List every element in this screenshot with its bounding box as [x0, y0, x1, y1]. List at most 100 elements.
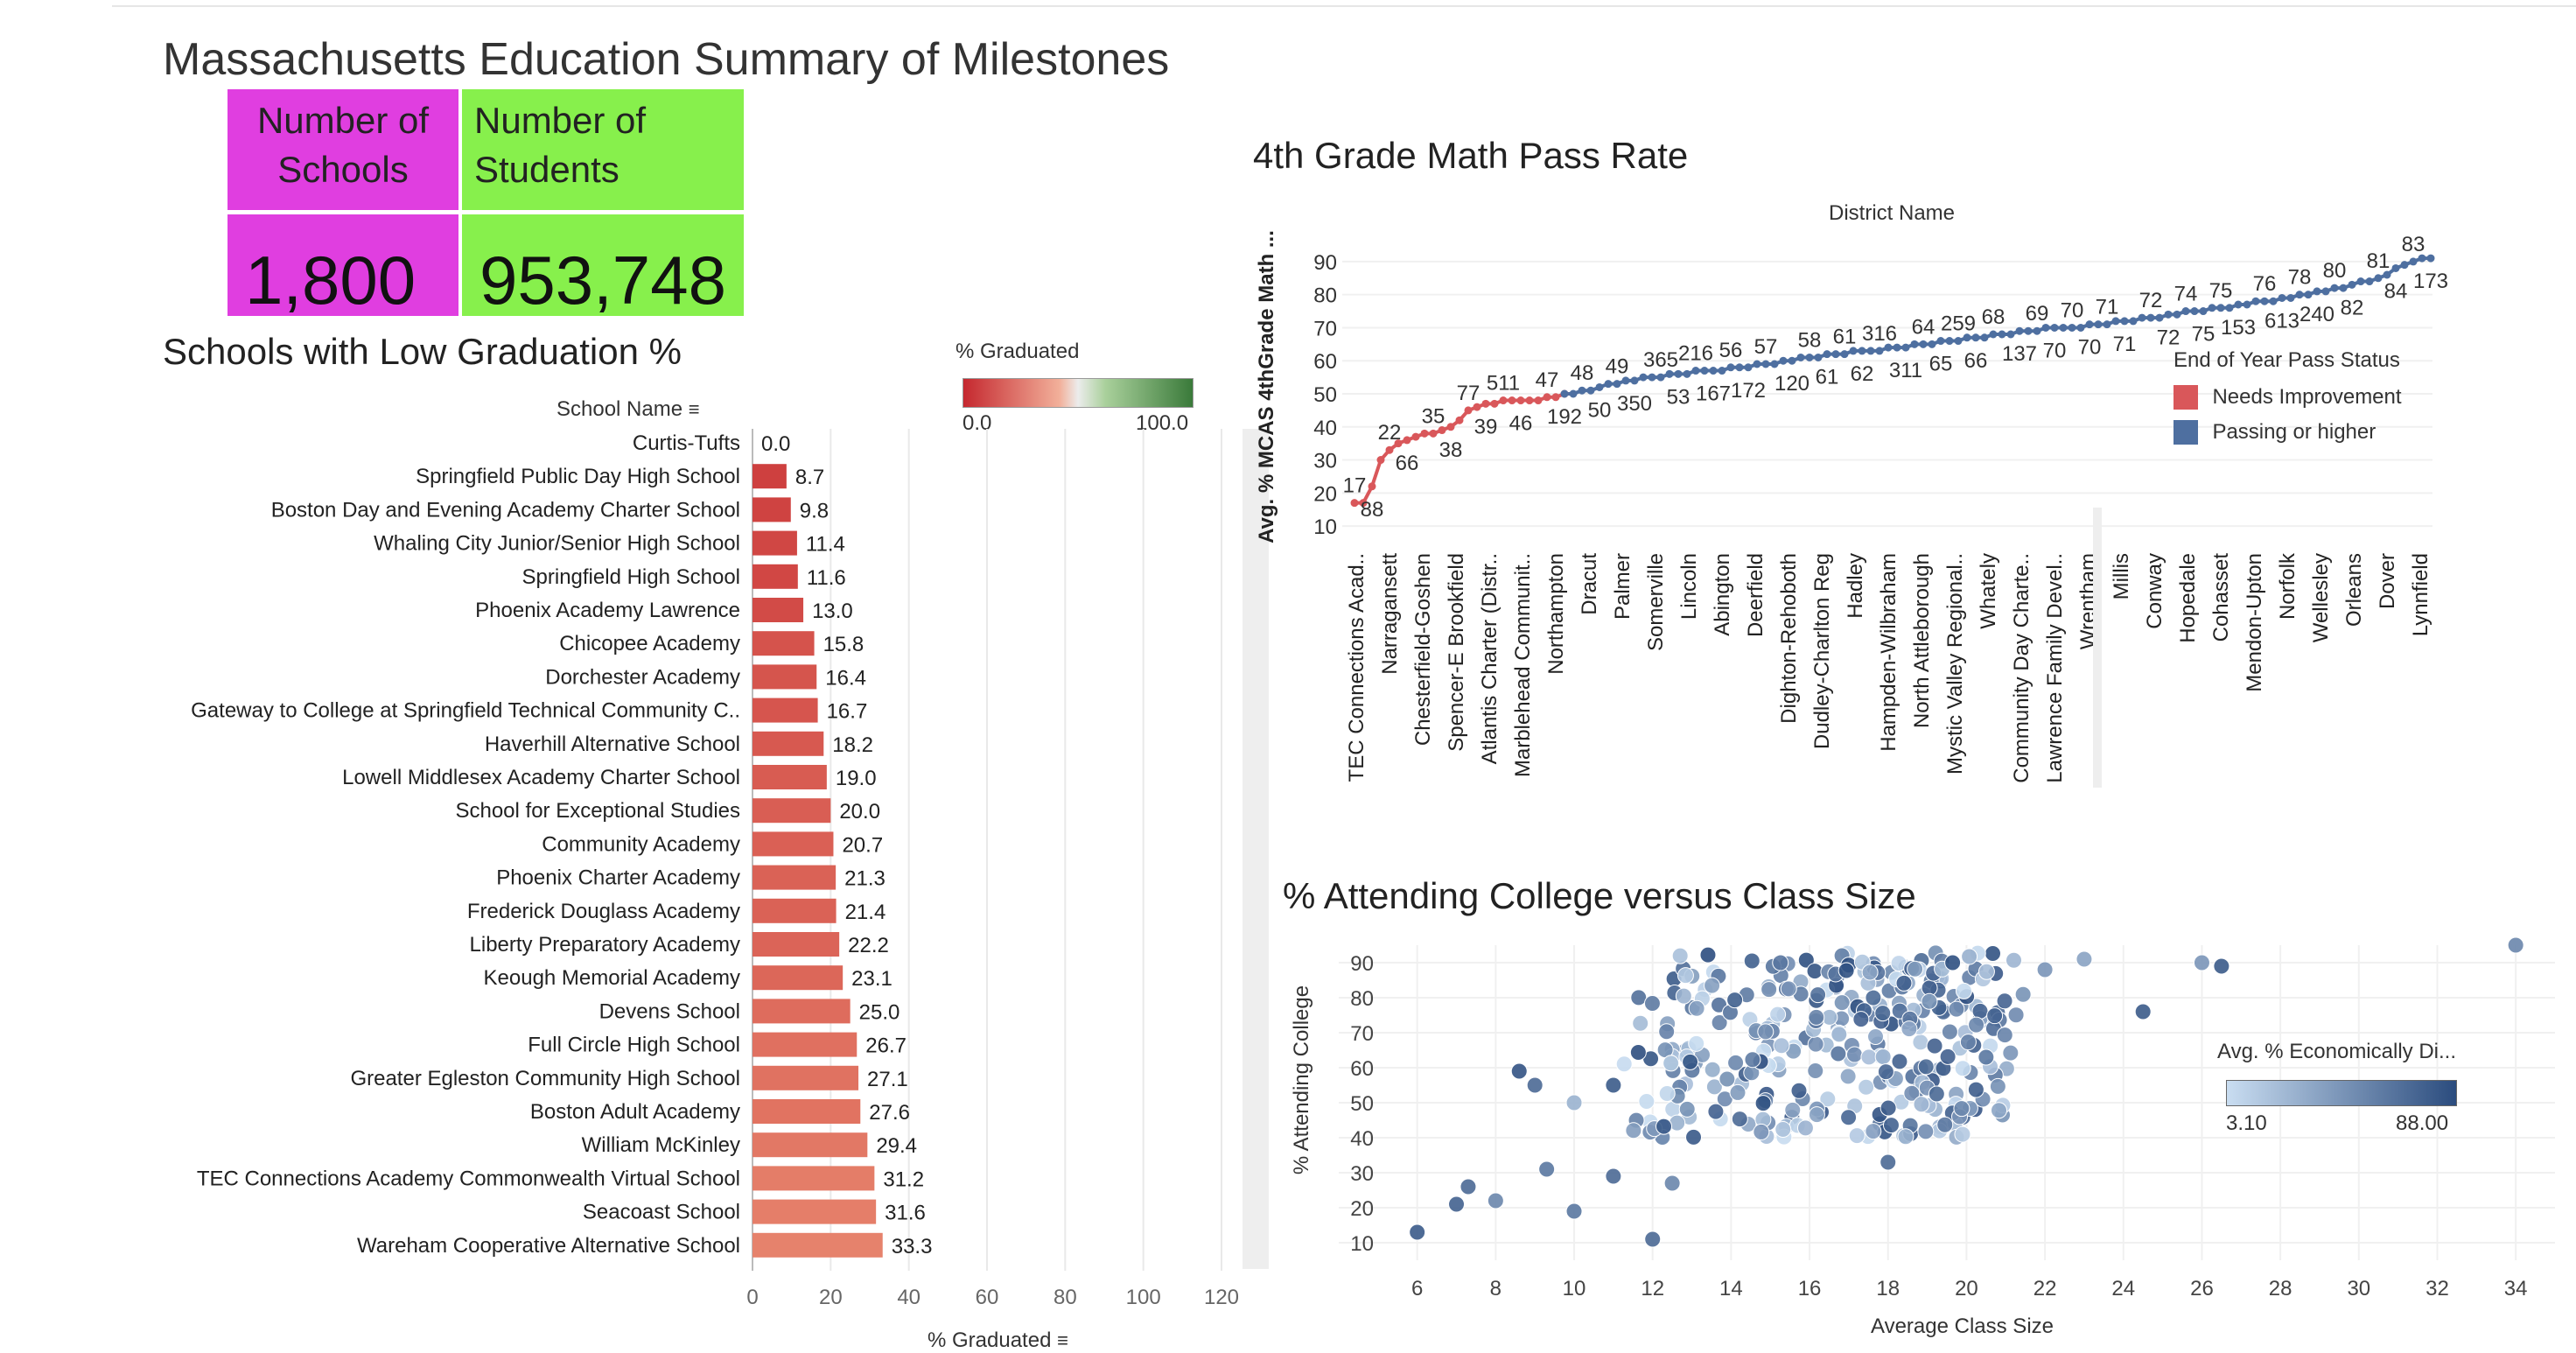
sort-icon[interactable]: ≡	[688, 398, 700, 420]
graduated-legend-max: 100.0	[1136, 411, 1189, 435]
line-x-tick-label: Spencer-E Brookfield	[1445, 553, 1468, 752]
scatter-point	[1926, 1037, 1943, 1055]
line-x-tick-label: Mystic Valley Regional..	[1943, 553, 1967, 775]
line-data-label: 49	[1606, 355, 1629, 379]
scatter-point	[2213, 957, 2230, 975]
bar-category-label: Chicopee Academy	[559, 632, 740, 655]
bar-category-label: Haverhill Alternative School	[485, 733, 740, 756]
line-x-tick-label: Mendon-Upton	[2243, 553, 2266, 692]
bar-value-label: 19.0	[836, 767, 877, 790]
scatter-point	[1707, 1103, 1725, 1120]
scatter-point	[1954, 1125, 1971, 1143]
scatter-point	[1877, 1063, 1894, 1081]
line-data-label: 240	[2300, 303, 2334, 326]
bar-xaxis-label: % Graduated	[928, 1328, 1052, 1352]
scatter-point	[1774, 1121, 1792, 1139]
bar	[752, 698, 818, 723]
bar-x-tick-label: 100	[1126, 1286, 1161, 1309]
passing-point	[1796, 353, 1805, 361]
line-data-label: 58	[1798, 328, 1822, 352]
econ-color-legend[interactable]	[2226, 1080, 2457, 1106]
scatter-point	[1682, 1053, 1699, 1070]
line-data-label: 81	[2367, 249, 2390, 273]
kpi-schools-tile[interactable]: 1,800	[228, 214, 458, 319]
line-data-label: 172	[1731, 379, 1766, 403]
line-x-tick-label: North Attleborough	[1910, 553, 1934, 728]
scatter-point	[1991, 1102, 2008, 1119]
bar-value-label: 8.7	[795, 466, 824, 489]
passing-point	[1613, 380, 1621, 389]
scatter-x-tick-label: 26	[2190, 1277, 2214, 1300]
scatter-point	[2076, 950, 2093, 968]
scatter-point	[1996, 1027, 2013, 1044]
passing-point	[2041, 323, 2050, 332]
passing-point	[2330, 284, 2339, 292]
scatter-point	[1984, 945, 2002, 963]
bar	[752, 865, 836, 890]
passing-point	[2295, 291, 2304, 299]
bar-x-tick-label: 120	[1204, 1286, 1239, 1309]
bar-category-label: Phoenix Charter Academy	[496, 866, 740, 890]
graduated-color-legend[interactable]	[962, 378, 1194, 408]
legend-item-needs-improvement[interactable]: Needs Improvement	[2174, 385, 2402, 410]
scatter-point	[1874, 1048, 1892, 1065]
bar	[752, 932, 840, 957]
passing-point	[2426, 254, 2435, 263]
scatter-point	[1625, 1122, 1642, 1139]
line-data-label: 137	[2002, 342, 2037, 366]
scatter-point	[2507, 936, 2524, 954]
scatter-point	[1865, 1123, 1882, 1140]
bar-category-label: Gateway to College at Springfield Techni…	[191, 699, 740, 723]
passing-point	[2111, 317, 2120, 326]
bar-category-label: Liberty Preparatory Academy	[470, 933, 740, 957]
passing-line	[1564, 256, 2431, 396]
line-data-label: 173	[2413, 270, 2448, 293]
passing-point	[2339, 284, 2348, 292]
passing-point	[1744, 363, 1753, 372]
line-data-label: 46	[1509, 412, 1533, 436]
scatter-point	[1852, 1011, 1870, 1028]
scatter-point	[1757, 1023, 1774, 1041]
scatter-x-tick-label: 14	[1719, 1277, 1743, 1300]
line-x-tick-label: Millis	[2110, 553, 2133, 599]
legend-item-passing[interactable]: Passing or higher	[2174, 420, 2376, 445]
bar-category-label: Full Circle High School	[528, 1034, 740, 1057]
scatter-point	[1912, 1034, 1929, 1051]
needs-improvement-point	[1490, 399, 1499, 408]
bar	[752, 765, 827, 789]
bar	[752, 1132, 868, 1158]
dashboard-title: Massachusetts Education Summary of Miles…	[163, 34, 1170, 85]
econ-legend-max: 88.00	[2396, 1111, 2449, 1135]
passing-point	[1884, 343, 1893, 352]
scatter-point	[1807, 1062, 1824, 1080]
line-data-label: 316	[1862, 322, 1897, 346]
passing-point	[1989, 330, 1998, 339]
bar-xaxis-title[interactable]: % Graduated ≡	[928, 1328, 1068, 1353]
kpi-students-tile[interactable]: 953,748	[462, 214, 744, 319]
scatter-y-tick-label: 80	[1350, 987, 1374, 1011]
sort-icon[interactable]: ≡	[1057, 1329, 1068, 1351]
line-data-label: 70	[2061, 298, 2084, 322]
bar-category-label: Dorchester Academy	[545, 665, 740, 689]
bar-chart-title: Schools with Low Graduation %	[163, 331, 682, 372]
bar-category-label: School for Exceptional Studies	[455, 799, 740, 823]
bar	[752, 1099, 861, 1124]
bar	[752, 965, 844, 991]
scatter-point	[2005, 951, 2022, 969]
school-name-header[interactable]: School Name ≡	[556, 397, 700, 422]
passing-point	[2181, 307, 2190, 316]
bar-category-label: Lowell Middlesex Academy Charter School	[342, 766, 740, 789]
bar	[752, 999, 850, 1024]
line-data-label: 66	[1964, 349, 1988, 373]
line-data-label: 68	[1982, 305, 2006, 329]
bar	[752, 798, 831, 824]
bar	[752, 598, 804, 622]
passing-point	[1928, 340, 1936, 348]
bar-value-label: 27.1	[867, 1068, 908, 1091]
line-data-label: 80	[2323, 259, 2347, 283]
needs-improvement-point	[1429, 429, 1438, 438]
passing-point	[1814, 353, 1823, 361]
scatter-x-tick-label: 6	[1411, 1277, 1423, 1300]
scatter-point	[1711, 1014, 1728, 1032]
bar	[752, 898, 836, 923]
